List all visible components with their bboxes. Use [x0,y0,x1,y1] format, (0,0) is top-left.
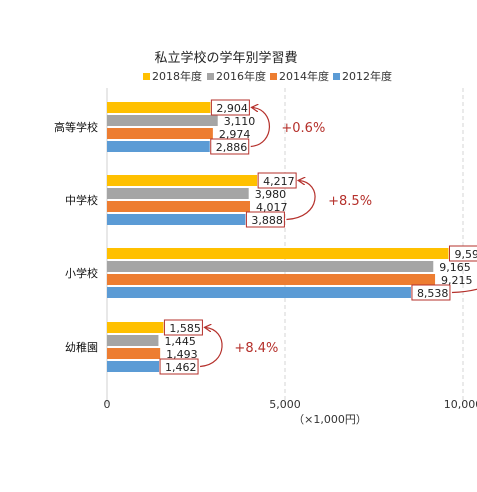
growth-arrow-0 [251,108,271,148]
bar-1-0 [107,175,258,186]
category-label-0: 高等学校 [54,120,98,134]
growth-arrow-3 [200,328,223,368]
bar-3-0 [107,322,164,333]
value-label-0-3: 2,886 [216,141,248,154]
value-label-3-2: 1,493 [166,348,198,361]
legend-swatch-2 [270,73,277,80]
value-label-1-2: 4,017 [256,201,288,214]
bars [107,102,449,372]
legend-label-3: 2012年度 [342,69,392,83]
bar-0-1 [107,115,218,126]
bar-3-1 [107,335,159,346]
bar-3-2 [107,348,161,359]
value-label-3-0: 1,585 [169,322,201,335]
x-unit-label: （×1,000円） [293,413,367,426]
bar-2-1 [107,261,434,272]
value-label-3-3: 1,462 [165,361,197,374]
value-label-0-2: 2,974 [219,128,251,141]
value-label-box-1-3 [245,211,285,228]
category-label-3: 幼稚園 [65,341,98,354]
value-label-box-2-0 [448,245,477,262]
annotations: +0.6%+8.5%+12.3%+8.4% [200,108,477,368]
bar-1-2 [107,201,251,212]
value-label-box-1-0 [257,172,297,189]
value-label-1-1: 3,980 [255,188,286,201]
category-label-1: 中学校 [65,193,98,207]
bar-3-3 [107,361,160,372]
bar-2-0 [107,248,449,259]
legend: 2018年度 2016年度 2014年度 2012年度 [143,69,392,83]
growth-arrow-1 [286,181,316,221]
bar-1-1 [107,188,249,199]
value-label-2-0: 9,592 [454,248,477,261]
bar-2-2 [107,274,436,285]
chart-title: 私立学校の学年別学習費 [154,50,297,66]
bar-0-2 [107,128,213,139]
value-label-1-3: 3,888 [251,214,282,227]
value-label-box-0-0 [210,99,250,116]
value-label-3-1: 1,445 [164,335,196,348]
value-label-box-2-3 [411,284,451,301]
value-label-2-2: 9,215 [441,274,473,287]
value-label-1-0: 4,217 [263,175,295,188]
growth-label-3: +8.4% [234,341,278,356]
x-tick-label-2: 10,000 [444,398,477,411]
x-tick-label-1: 5,000 [269,398,301,411]
legend-swatch-3 [333,73,340,80]
bar-2-3 [107,287,411,298]
value-label-2-1: 9,165 [439,261,471,274]
growth-label-0: +0.6% [281,121,325,136]
legend-label-0: 2018年度 [152,69,202,83]
bar-0-3 [107,141,210,152]
legend-swatch-1 [207,73,214,80]
bar-1-3 [107,214,246,225]
legend-label-1: 2016年度 [216,69,266,83]
value-label-0-0: 2,904 [216,102,248,115]
growth-label-1: +8.5% [328,194,372,209]
bar-0-0 [107,102,211,113]
category-label-2: 小学校 [65,266,98,280]
value-label-box-0-3 [210,138,250,155]
growth-arrow-2 [451,288,477,294]
legend-label-2: 2014年度 [279,69,329,83]
value-label-box-3-3 [159,358,199,375]
legend-swatch-0 [143,73,150,80]
value-label-2-3: 8,538 [417,287,449,300]
x-tick-label-0: 0 [104,398,111,411]
value-label-0-1: 3,110 [224,115,256,128]
value-label-box-3-0 [163,319,203,336]
